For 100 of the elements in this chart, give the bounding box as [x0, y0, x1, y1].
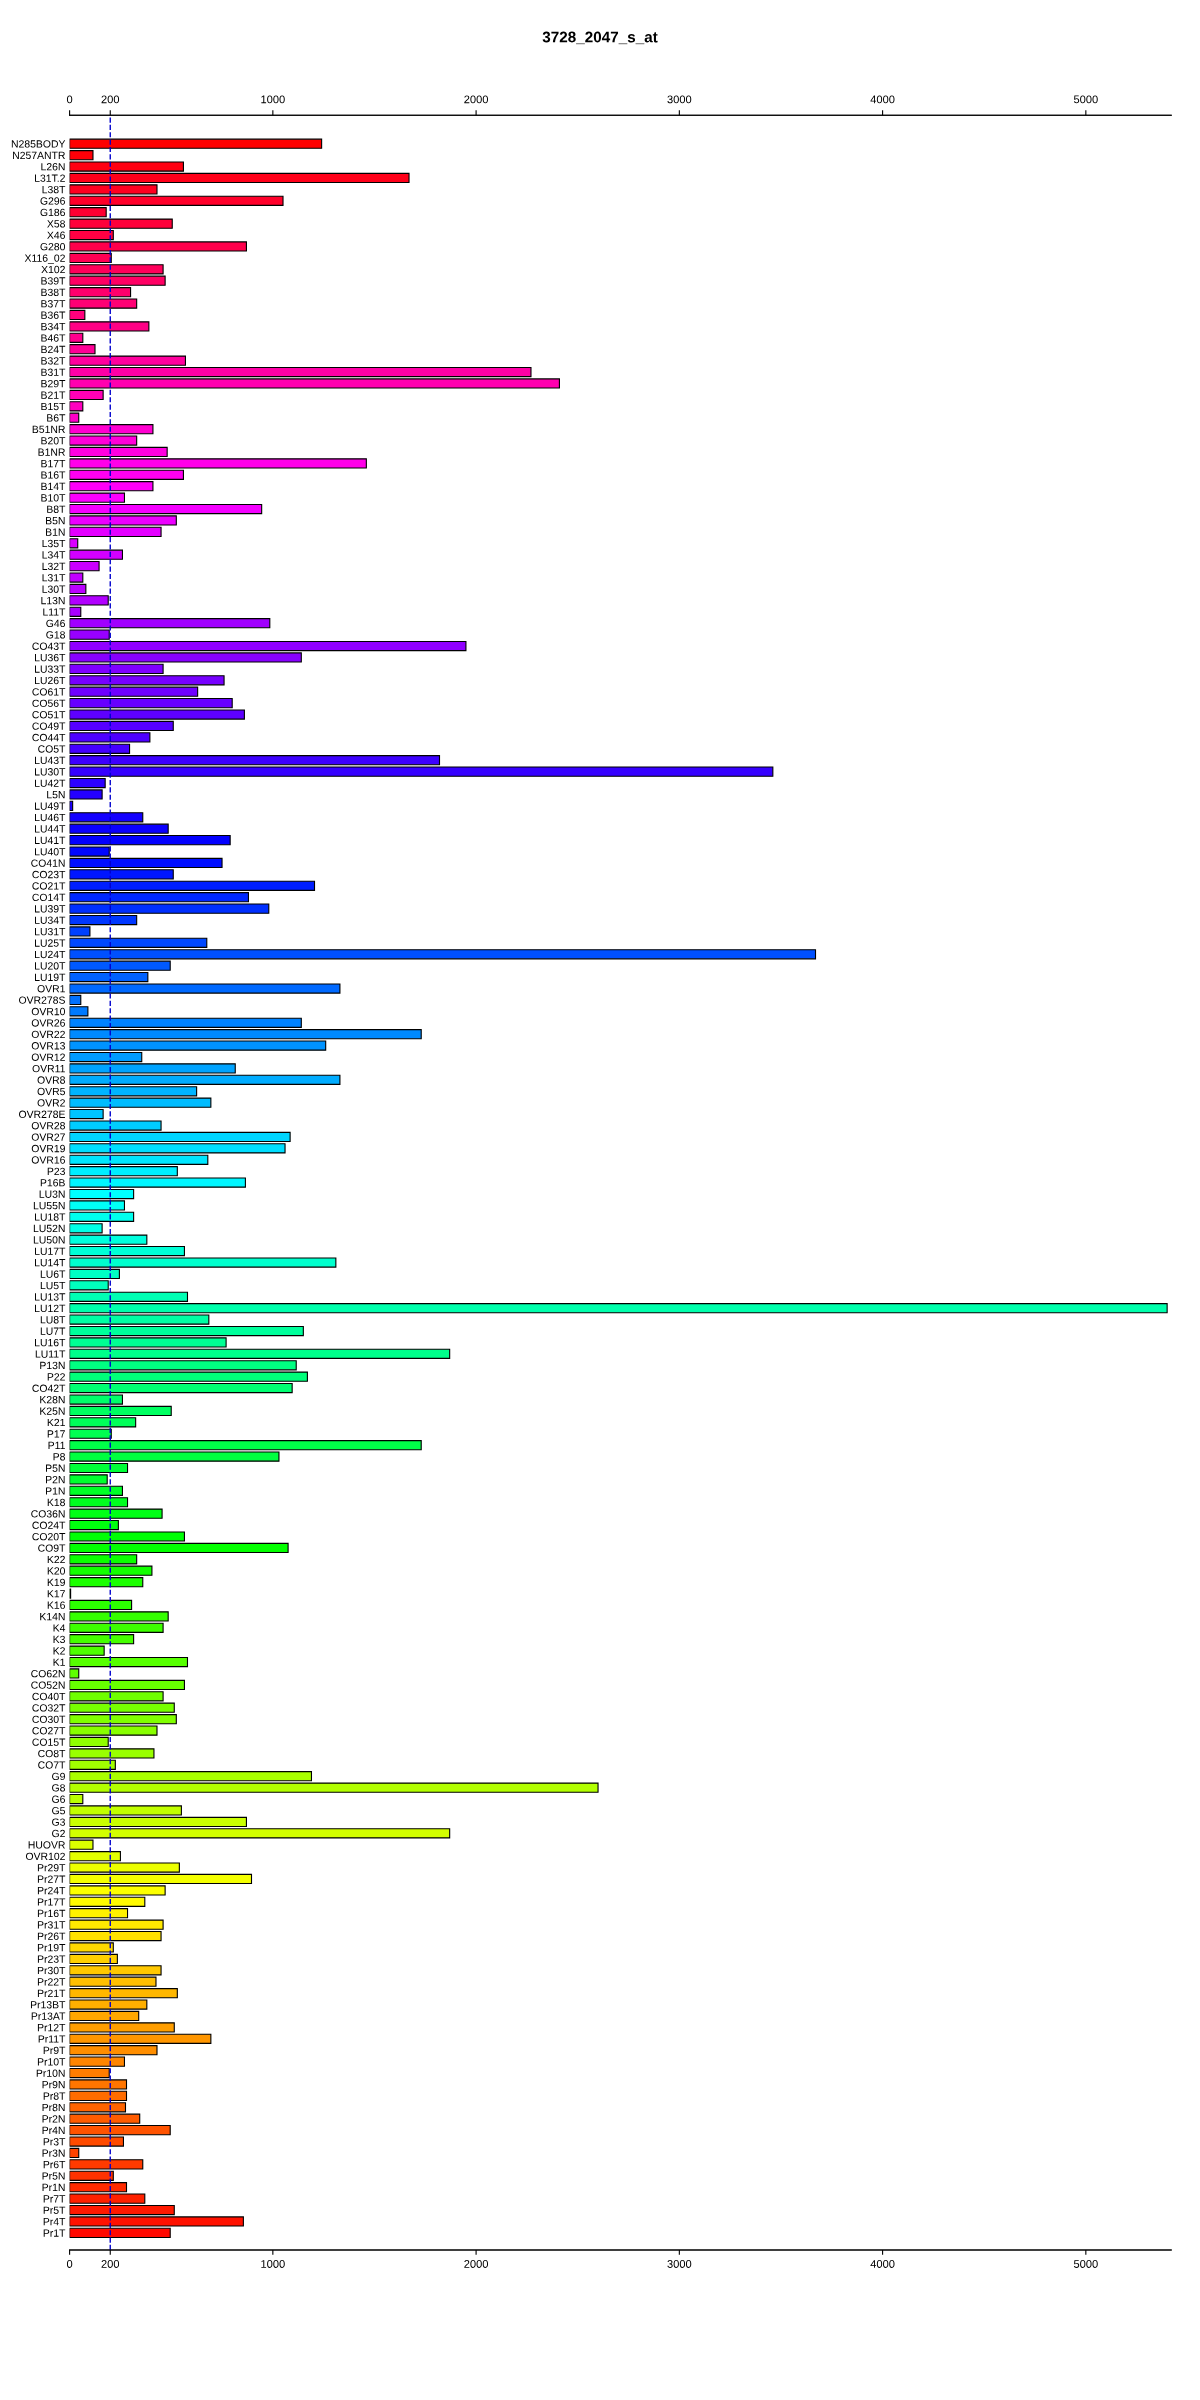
- y-tick-label: Pr22T: [37, 1978, 66, 1986]
- x2-tick-label: 5000: [1073, 95, 1098, 104]
- y-tick-label: Pr1T: [43, 2229, 66, 2237]
- y-tick-label: Pr8N: [42, 2103, 65, 2112]
- y-tick-label: P22: [47, 1373, 65, 1381]
- y-tick-label: LU33T: [35, 665, 66, 673]
- y-tick-label: K14N: [40, 1613, 65, 1621]
- y-tick-label: B17T: [41, 460, 66, 468]
- y-tick-label: K4: [53, 1624, 66, 1632]
- y-tick-label: G2: [52, 1829, 65, 1838]
- y-tick-label: P16B: [40, 1179, 65, 1187]
- y-tick-label: LU7T: [40, 1327, 66, 1335]
- y-tick-label: CO15T: [32, 1738, 66, 1746]
- y-tick-label: LU18T: [35, 1213, 66, 1221]
- y-tick-label: OVR22: [31, 1030, 65, 1039]
- x2-tick-label: 200: [101, 95, 120, 104]
- y-tick-label: Pr5T: [43, 2206, 66, 2214]
- y-tick-label: G280: [40, 242, 66, 251]
- y-tick-label: OVR28: [31, 1122, 65, 1130]
- y-tick-label: Pr13BT: [30, 2001, 66, 2009]
- y-tick-label: B6T: [47, 414, 66, 422]
- y-tick-label: B10T: [41, 494, 66, 502]
- y-tick-label: L31T: [42, 574, 66, 582]
- y-tick-label: Pr13AT: [31, 2012, 66, 2020]
- y-tick-label: CO30T: [32, 1715, 66, 1724]
- y-tick-label: L32T: [42, 562, 66, 571]
- y-tick-label: LU20T: [35, 962, 66, 970]
- y-tick-label: CO7T: [38, 1761, 66, 1769]
- y-tick-label: CO43T: [32, 642, 66, 650]
- y-tick-label: OVR16: [31, 1156, 65, 1164]
- y-tick-label: OVR5: [37, 1087, 65, 1096]
- y-tick-label: X102: [41, 265, 65, 274]
- y-tick-label: LU13T: [35, 1293, 66, 1301]
- y-tick-label: Pr21T: [37, 1989, 66, 1997]
- y-tick-label: OVR278S: [19, 996, 65, 1004]
- y-tick-label: CO8T: [38, 1749, 66, 1758]
- x2-tick-label: 0: [66, 95, 73, 104]
- y-tick-label: OVR12: [31, 1053, 65, 1061]
- y-tick-label: CO32T: [32, 1704, 66, 1712]
- y-tick-label: B5N: [46, 517, 65, 525]
- x-tick-label: 4000: [870, 2260, 895, 2268]
- y-tick-label: CO9T: [38, 1544, 66, 1552]
- y-tick-label: B15T: [41, 402, 66, 411]
- y-tick-label: K20: [47, 1567, 66, 1575]
- y-tick-label: LU11T: [35, 1350, 66, 1358]
- x-tick-label: 0: [66, 2260, 73, 2268]
- y-tick-label: Pr9N: [42, 2080, 65, 2089]
- y-tick-label: Pr8T: [43, 2092, 66, 2100]
- y-tick-label: B8T: [47, 505, 66, 513]
- x-tick-label: 5000: [1073, 2260, 1098, 2268]
- y-tick-label: OVR13: [31, 1042, 65, 1050]
- y-tick-label: OVR278E: [19, 1110, 65, 1118]
- y-tick-label: LU26T: [35, 676, 66, 685]
- y-tick-label: Pr17T: [37, 1898, 66, 1906]
- y-tick-label: LU46T: [35, 813, 66, 822]
- y-tick-label: K28N: [40, 1396, 65, 1404]
- y-tick-label: LU16T: [35, 1338, 66, 1347]
- y-tick-label: Pr11T: [38, 2035, 66, 2043]
- y-tick-label: G46: [46, 619, 65, 628]
- y-tick-label: L34T: [42, 551, 66, 559]
- y-tick-label: CO21T: [32, 882, 66, 890]
- y-tick-label: LU14T: [35, 1259, 66, 1267]
- y-tick-label: B51NR: [32, 425, 65, 434]
- y-tick-label: CO41N: [31, 859, 65, 867]
- x-tick-label: 3000: [667, 2260, 692, 2268]
- y-tick-label: LU43T: [35, 756, 66, 765]
- y-tick-label: P13N: [40, 1361, 65, 1370]
- y-tick-label: G8: [52, 1784, 65, 1792]
- y-tick-label: K3: [53, 1635, 65, 1644]
- y-tick-label: B37T: [41, 300, 66, 308]
- y-tick-label: B36T: [41, 311, 66, 319]
- y-tick-label: K22: [47, 1555, 65, 1564]
- y-tick-label: K2: [53, 1647, 65, 1655]
- y-tick-label: Pr3T: [43, 2138, 66, 2146]
- y-tick-label: Pr6T: [43, 2160, 66, 2169]
- y-tick-label: LU55N: [33, 1202, 65, 1210]
- x2-tick-label: 2000: [464, 95, 489, 104]
- y-tick-label: LU6T: [40, 1270, 66, 1278]
- y-tick-label: Pr4N: [42, 2126, 65, 2134]
- y-tick-label: K19: [47, 1578, 65, 1587]
- y-tick-label: L5N: [47, 791, 65, 799]
- y-tick-label: X58: [47, 220, 65, 228]
- y-tick-label: LU19T: [35, 973, 66, 981]
- y-tick-label: K21: [47, 1418, 65, 1427]
- y-tick-label: OVR11: [32, 1064, 65, 1073]
- y-tick-label: B38T: [41, 288, 66, 297]
- y-tick-label: LU44T: [35, 825, 66, 833]
- y-tick-label: Pr27T: [37, 1875, 66, 1883]
- y-tick-label: Pr2N: [42, 2115, 65, 2123]
- y-tick-label: LU42T: [35, 779, 66, 787]
- y-tick-label: L31T.2: [35, 174, 65, 182]
- y-tick-label: G6: [52, 1795, 65, 1803]
- y-tick-label: Pr30T: [37, 1966, 66, 1975]
- y-tick-label: CO23T: [32, 870, 66, 879]
- y-tick-label: OVR27: [31, 1133, 65, 1141]
- x-tick-label: 1000: [261, 2260, 285, 2268]
- y-tick-label: G296: [40, 197, 65, 205]
- y-tick-label: OVR26: [31, 1019, 65, 1027]
- y-tick-label: X46: [47, 231, 65, 239]
- y-tick-label: Pr3N: [42, 2149, 65, 2157]
